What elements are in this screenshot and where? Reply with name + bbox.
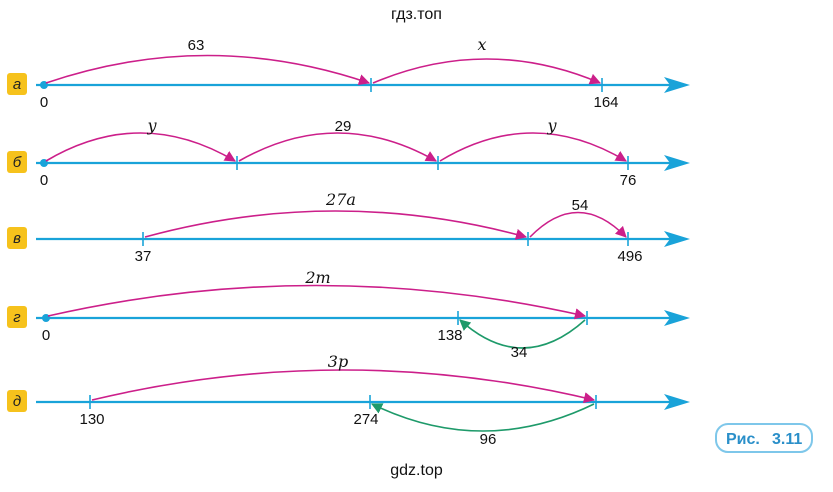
- row-letter-badge: в: [7, 227, 27, 249]
- point-label: 164: [593, 94, 618, 111]
- badge-background: [7, 390, 27, 412]
- arc-label: 29: [335, 118, 352, 135]
- arc-label: 54: [572, 197, 589, 214]
- backward-jump-arc: [459, 319, 586, 349]
- row-letter: б: [13, 154, 22, 171]
- number-line-5: д 130 274 3p 96: [7, 352, 690, 448]
- forward-jump-arc: [91, 369, 596, 404]
- badge-background: [7, 151, 27, 173]
- forward-jump-arc: [47, 284, 587, 320]
- axis-arrowhead: [664, 231, 690, 247]
- row-letter: г: [13, 309, 21, 326]
- arc-label: 34: [511, 344, 528, 361]
- row-letter: д: [13, 393, 21, 410]
- row-letter-badge: г: [7, 306, 27, 328]
- caption-prefix: Рис.: [726, 431, 760, 448]
- point-label: 496: [617, 248, 642, 265]
- axis-arrowhead: [664, 310, 690, 326]
- arc-label: 96: [480, 431, 497, 448]
- arc-label: y: [546, 116, 557, 135]
- row-letter: а: [13, 76, 21, 93]
- watermark-bottom: gdz.top: [390, 462, 443, 479]
- forward-jump-arc: [529, 211, 627, 238]
- point-label: 0: [40, 172, 48, 189]
- point-label: 37: [135, 248, 152, 265]
- badge-background: [7, 306, 27, 328]
- row-letter-badge: б: [7, 151, 27, 173]
- caption-number: 3.11: [772, 431, 802, 448]
- watermark-top: гдз.топ: [391, 6, 442, 23]
- arc-label: 2m: [304, 268, 330, 287]
- point-label: 76: [620, 172, 637, 189]
- forward-jump-arc: [439, 132, 627, 162]
- forward-jump-arc: [144, 210, 528, 240]
- arc-label: 63: [188, 37, 205, 54]
- point-label: 274: [353, 411, 378, 428]
- axis-arrowhead: [664, 77, 690, 93]
- arc-label: x: [477, 35, 486, 54]
- badge-background: [7, 73, 27, 95]
- forward-jump-arc: [45, 132, 236, 162]
- arc-label: 27a: [325, 190, 356, 209]
- badge-background: [7, 227, 27, 249]
- caption-frame: [715, 423, 813, 453]
- point-label: 0: [40, 94, 48, 111]
- point-label: 0: [42, 327, 50, 344]
- forward-jump-arc: [238, 132, 437, 162]
- number-line-1: а 0 164 63 x: [7, 35, 690, 111]
- forward-jump-arc: [372, 58, 602, 85]
- axis-arrowhead: [664, 155, 690, 171]
- arc-label: y: [146, 116, 157, 135]
- number-line-3: в 37 496 27a 54: [7, 190, 690, 265]
- number-line-4: г 0 138 2m 34: [7, 268, 690, 361]
- figure-caption: Рис. 3.11: [715, 423, 813, 453]
- row-letter-badge: д: [7, 390, 27, 412]
- point-label: 138: [437, 327, 462, 344]
- axis-arrowhead: [664, 394, 690, 410]
- forward-jump-arc: [45, 54, 371, 86]
- number-line-2: б 0 76 y 29 y: [7, 116, 690, 189]
- backward-jump-arc: [370, 403, 595, 432]
- point-label: 130: [79, 411, 104, 428]
- row-letter: в: [13, 230, 21, 247]
- row-letter-badge: а: [7, 73, 27, 95]
- arc-label: 3p: [328, 352, 348, 371]
